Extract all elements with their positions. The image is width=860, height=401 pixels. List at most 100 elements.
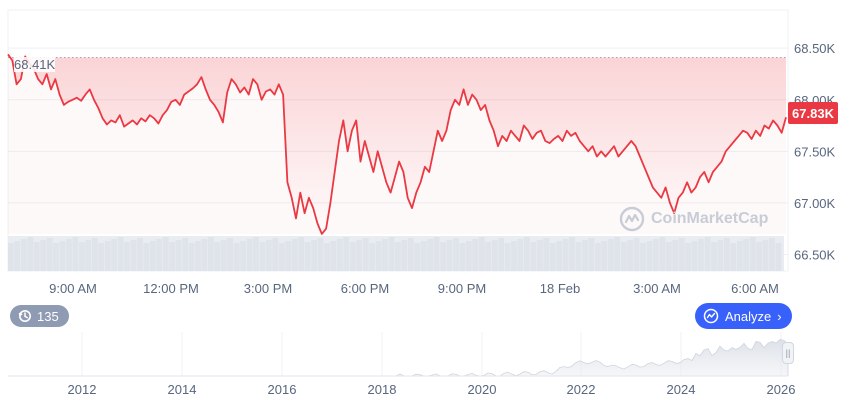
volume-bar [407, 238, 414, 271]
volume-bar [156, 239, 163, 271]
volume-bar [20, 239, 27, 271]
volume-bar [730, 243, 737, 271]
volume-bar [369, 243, 375, 271]
volume-bar [562, 239, 569, 271]
volume-bar [614, 237, 621, 271]
analyze-button[interactable]: Analyze › [695, 303, 792, 329]
volume-bar [420, 241, 427, 271]
volume-bar [382, 239, 388, 271]
volume-bar [504, 243, 511, 271]
volume-bar [762, 240, 769, 271]
price-area-fill [8, 54, 786, 234]
volume-bar [724, 238, 730, 271]
price-area [8, 54, 786, 234]
volume-bar [388, 237, 395, 271]
volume-bar [485, 242, 492, 271]
volume-bar [175, 240, 182, 271]
volume-bar [349, 242, 356, 271]
volume-bar [98, 243, 105, 271]
y-tick-label: 67.50K [794, 144, 836, 159]
volume-bar [111, 239, 117, 271]
volume-bar [130, 240, 137, 271]
volume-bar [195, 241, 201, 271]
volume-bar [517, 239, 524, 271]
volume-bar [646, 241, 653, 271]
volume-bar [433, 237, 440, 271]
volume-bar [278, 243, 285, 271]
volume-bar [214, 242, 221, 271]
volume-bar [79, 242, 85, 271]
volume-bar [459, 243, 466, 271]
volume-bar [711, 242, 717, 271]
history-icon [18, 310, 31, 322]
volume-bar [149, 241, 156, 271]
start-price-label: 68.41K [14, 57, 56, 72]
volume-bar [575, 242, 582, 271]
coinmarketcap-logo-icon [619, 206, 645, 232]
history-navigator[interactable] [8, 332, 789, 377]
x-tick-label: 6:00 AM [731, 281, 779, 296]
volume-bar [330, 241, 337, 271]
volume-bar [717, 240, 724, 271]
volume-bar [169, 242, 176, 271]
volume-bar [556, 241, 563, 271]
volume-bar [472, 239, 479, 271]
volume-bar [427, 239, 434, 271]
volume-bar [498, 238, 504, 271]
volume-bar [633, 238, 640, 271]
watermark: CoinMarketCap [619, 206, 768, 232]
x-tick-label: 9:00 AM [49, 281, 97, 296]
volume-bar [588, 238, 595, 271]
x-tick-label: 18 Feb [540, 281, 580, 296]
volume-bar [46, 238, 53, 271]
volume-bar [227, 238, 234, 271]
volume-bar [362, 238, 369, 271]
volume-bar [536, 240, 543, 271]
history-tick-label: 2026 [767, 382, 796, 397]
volume-bar [607, 239, 614, 271]
volume-bar [117, 237, 124, 271]
volume-bar [465, 241, 472, 271]
volume-bar [317, 238, 324, 271]
volume-bar [91, 238, 98, 271]
volume-bar [743, 239, 750, 271]
volume-bar [285, 241, 292, 271]
x-tick-label: 6:00 PM [341, 281, 389, 296]
current-price-tag: 67.83K [788, 102, 838, 124]
x-tick-label: 12:00 PM [143, 281, 199, 296]
volume-bar [401, 240, 408, 271]
navigator-handle[interactable]: || [782, 342, 794, 364]
x-tick-label: 3:00 PM [244, 281, 292, 296]
volume-bar [595, 243, 601, 271]
volume-bars [8, 236, 784, 271]
volume-bar [240, 241, 246, 271]
volume-bar [530, 242, 537, 271]
volume-bar [27, 237, 34, 271]
volume-bar [343, 237, 350, 271]
volume-bar [40, 240, 47, 271]
y-tick-label: 67.00K [794, 196, 836, 211]
analyze-icon [703, 308, 719, 324]
volume-bar [53, 243, 59, 271]
volume-bar [749, 237, 756, 271]
y-tick-label: 68.50K [794, 41, 836, 56]
x-axis: 9:00 AM 12:00 PM 3:00 PM 6:00 PM 9:00 PM 18 F… [49, 281, 779, 296]
volume-bar [672, 240, 679, 271]
volume-bar [8, 243, 14, 271]
volume-bar [304, 242, 311, 271]
volume-bar [375, 241, 382, 271]
volume-bar [678, 238, 685, 271]
volume-bar [549, 243, 556, 271]
volume-bar [336, 239, 343, 271]
volume-bar [66, 239, 72, 271]
y-tick-label: 66.50K [794, 247, 836, 262]
analyze-label: Analyze [725, 308, 772, 324]
volume-bar [653, 239, 659, 271]
history-badge[interactable]: 135 [10, 305, 69, 327]
volume-bar [659, 237, 666, 271]
volume-bar [266, 240, 272, 271]
volume-bar [665, 242, 672, 271]
volume-bar [272, 238, 279, 271]
